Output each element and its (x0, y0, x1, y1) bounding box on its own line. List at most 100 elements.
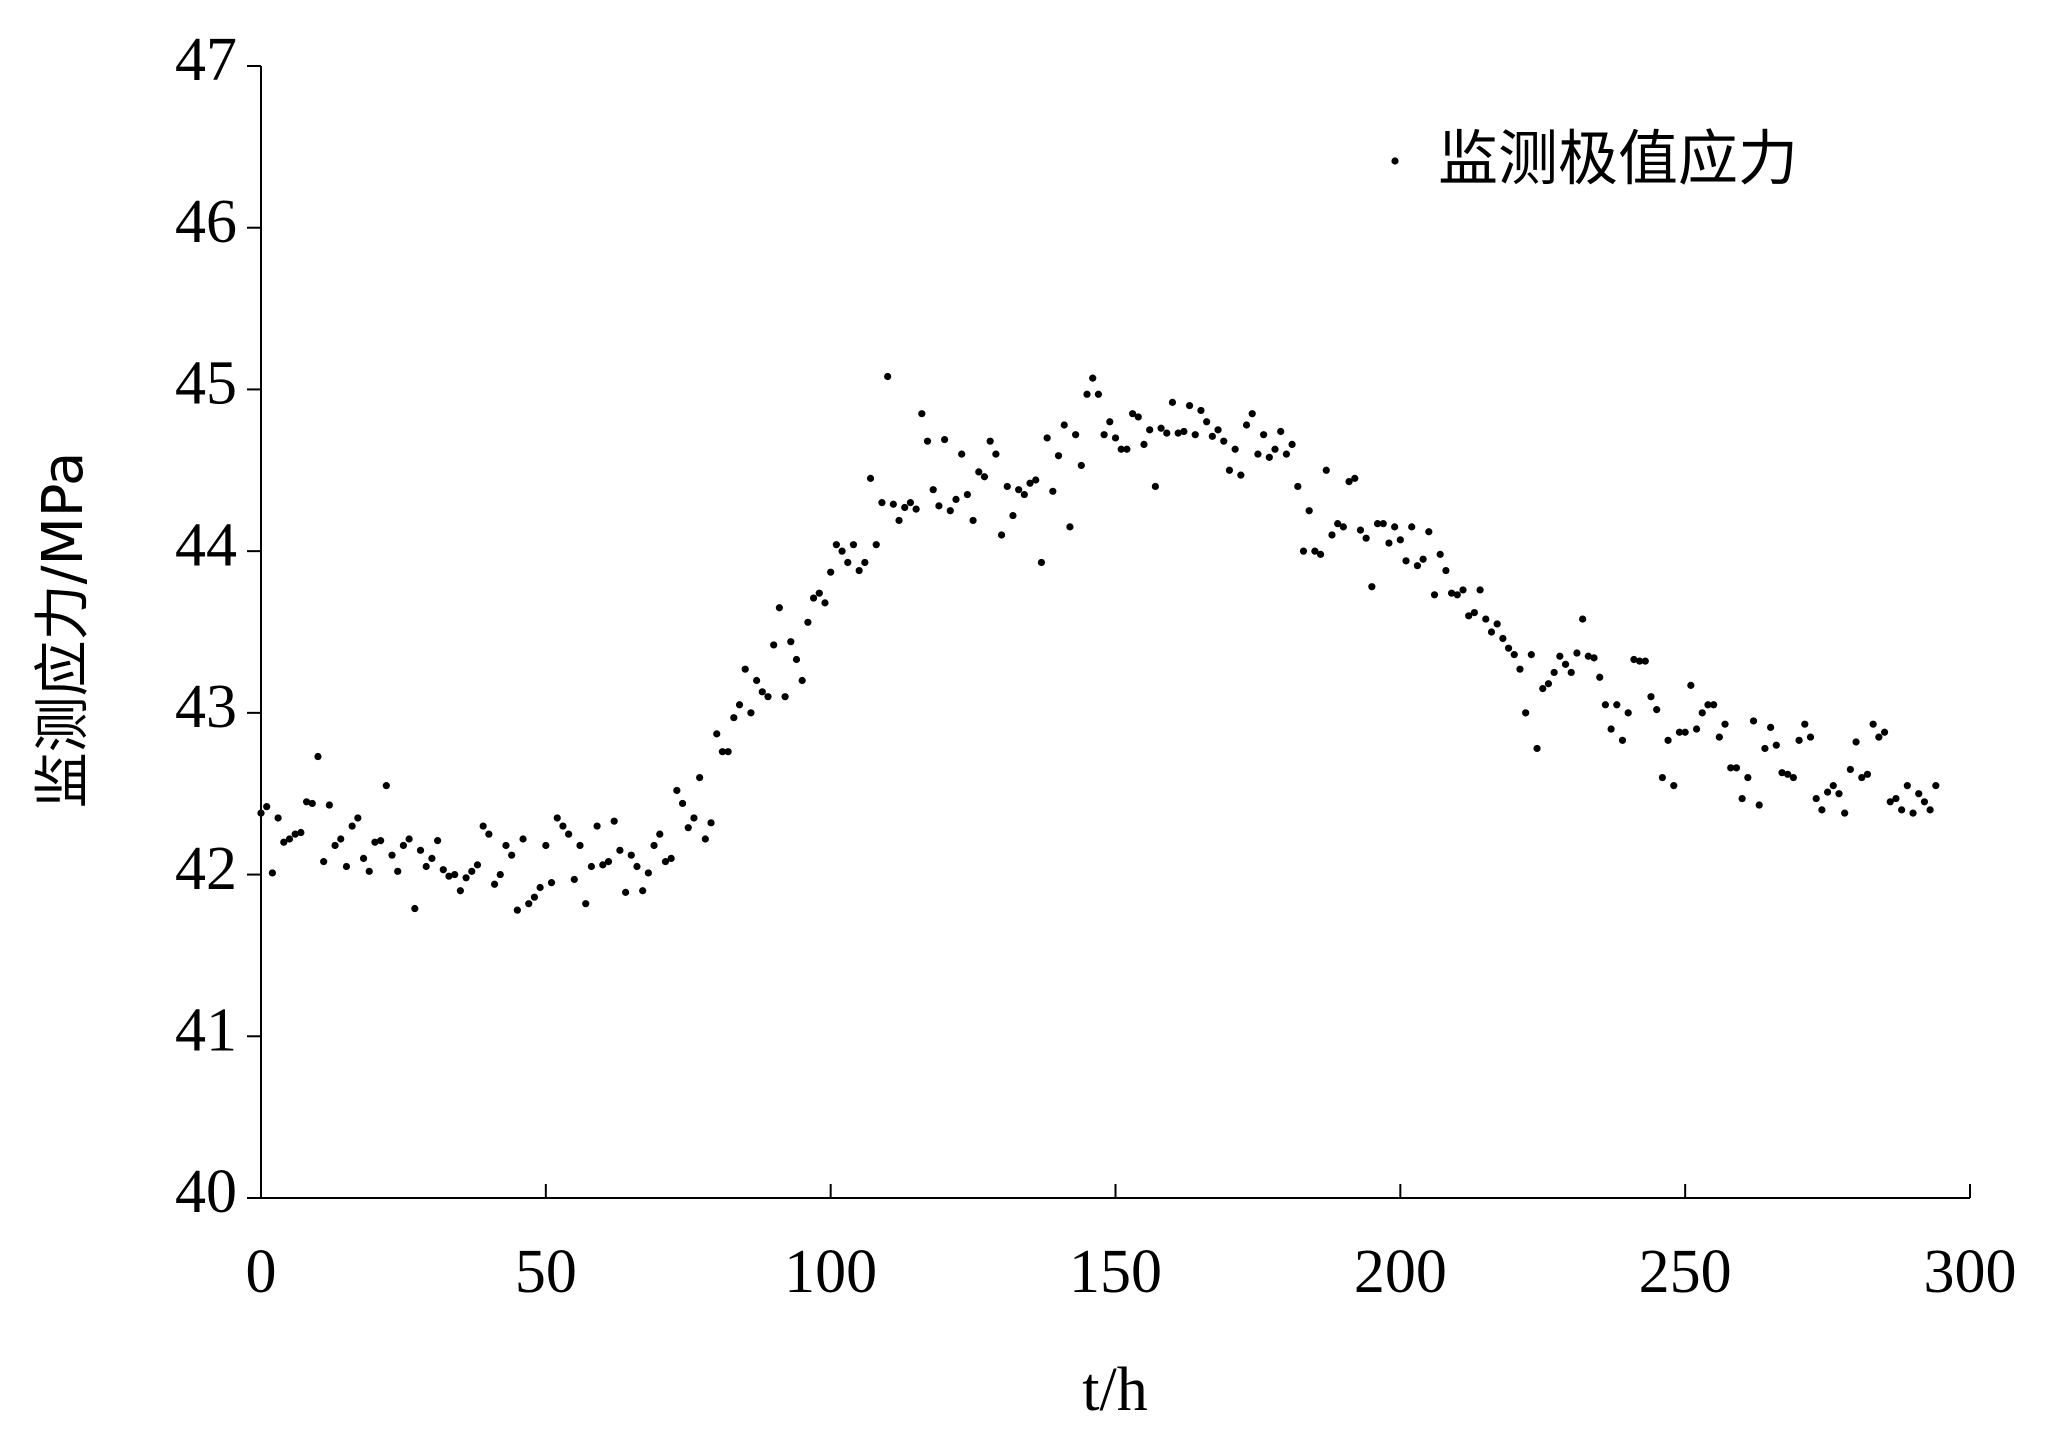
point (684, 824, 692, 832)
x-tick-label: 0 (246, 1238, 277, 1306)
x-tick-label: 250 (1639, 1238, 1732, 1306)
point (1037, 558, 1046, 567)
point (1134, 413, 1142, 421)
point (775, 604, 783, 612)
point (462, 874, 470, 882)
point (1385, 539, 1393, 547)
point (388, 851, 396, 859)
point (1072, 431, 1080, 439)
point (1601, 701, 1610, 709)
point (274, 814, 282, 822)
point (975, 468, 983, 476)
point (1060, 421, 1068, 429)
point (1806, 733, 1815, 741)
point (1077, 461, 1085, 470)
point (929, 486, 937, 494)
point (952, 495, 960, 503)
y-tick-label: 44 (175, 511, 237, 579)
point (1026, 479, 1034, 487)
point (906, 499, 915, 507)
point (1647, 693, 1655, 701)
point (308, 799, 316, 808)
point (1203, 418, 1211, 426)
point (1419, 555, 1427, 563)
point (1527, 651, 1535, 659)
point (1841, 809, 1849, 817)
point (1368, 583, 1376, 591)
point (490, 880, 499, 888)
point (787, 638, 795, 646)
point (1670, 782, 1678, 790)
point (1345, 478, 1353, 486)
point (1932, 782, 1940, 790)
point (1596, 673, 1604, 681)
y-tick-label: 45 (175, 350, 237, 418)
point (667, 854, 675, 863)
point (1852, 738, 1860, 746)
point (257, 809, 265, 817)
point (291, 830, 299, 838)
point (980, 473, 989, 481)
point (1607, 725, 1615, 733)
point (1294, 482, 1302, 491)
point (1260, 431, 1268, 439)
point (508, 851, 516, 859)
point (935, 502, 943, 510)
point (1624, 709, 1632, 717)
point (1487, 628, 1496, 636)
point (542, 841, 550, 850)
point (1430, 591, 1439, 599)
point (359, 854, 368, 863)
point (1106, 418, 1114, 426)
point (673, 786, 681, 795)
point (1054, 452, 1063, 460)
point (1504, 644, 1513, 652)
point (1493, 620, 1501, 628)
point (690, 814, 698, 822)
point (1789, 773, 1798, 782)
point (1237, 471, 1245, 479)
y-tick-label: 41 (175, 997, 237, 1065)
point (1630, 655, 1638, 664)
legend-marker (1391, 157, 1399, 165)
point (530, 893, 539, 901)
point (1043, 434, 1051, 442)
point (1391, 523, 1399, 531)
point (1892, 794, 1900, 803)
point (1277, 427, 1285, 436)
point (1579, 615, 1587, 623)
point (1687, 681, 1695, 689)
point (764, 693, 772, 701)
point (331, 841, 339, 850)
point (997, 531, 1006, 539)
point (1772, 741, 1780, 749)
point (439, 866, 447, 874)
point (1539, 685, 1547, 693)
y-tick-label: 42 (175, 835, 237, 903)
point (433, 837, 442, 845)
point (1362, 534, 1370, 542)
point (958, 450, 966, 458)
point (1909, 809, 1917, 817)
point (456, 887, 464, 895)
point (1903, 782, 1911, 790)
point (587, 862, 596, 871)
y-axis-label: 监测应力/MPa (31, 452, 96, 809)
point (1265, 453, 1273, 461)
point (639, 887, 647, 895)
point (1299, 547, 1308, 555)
point (1163, 429, 1171, 437)
point (661, 858, 670, 866)
point (1191, 431, 1199, 439)
legend-label: 监测极值应力 (1438, 125, 1798, 195)
point (730, 714, 738, 722)
point (1413, 562, 1422, 570)
point (1305, 507, 1313, 515)
point (1522, 709, 1530, 717)
point (519, 835, 527, 843)
point (804, 618, 812, 626)
point (895, 516, 903, 525)
point (866, 474, 875, 482)
point (280, 838, 288, 846)
